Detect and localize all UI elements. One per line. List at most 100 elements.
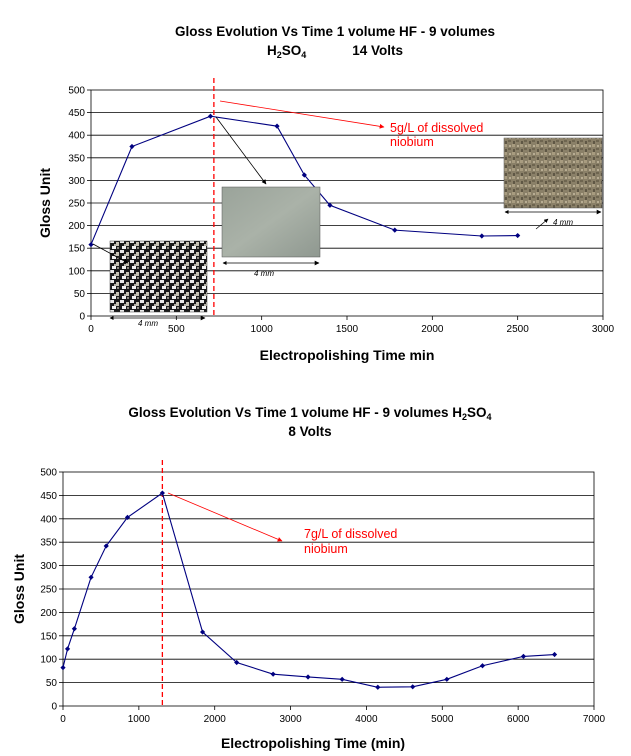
annotation-2-line-1: 7g/L of dissolved bbox=[304, 527, 397, 541]
y-tick-label: 350 bbox=[68, 153, 85, 164]
pointer-arrow-peak bbox=[215, 116, 267, 185]
data-point bbox=[375, 684, 381, 690]
y-tick-label: 250 bbox=[40, 585, 57, 596]
data-point bbox=[410, 684, 416, 690]
x-tick-label: 1000 bbox=[128, 714, 151, 725]
x-tick-label: 1000 bbox=[251, 324, 274, 335]
chart-1-y-tick-labels: 0 50 100 150 200 250 300 350 400 450 500 bbox=[68, 86, 91, 323]
y-tick-label: 0 bbox=[51, 702, 57, 713]
y-tick-label: 150 bbox=[68, 244, 85, 255]
annotation-1-line-1: 5g/L of dissolved bbox=[390, 121, 483, 135]
y-tick-label: 50 bbox=[46, 678, 58, 689]
chart-2-series bbox=[60, 490, 558, 690]
y-tick-label: 100 bbox=[40, 655, 57, 666]
chart-2-gridlines bbox=[63, 494, 594, 683]
data-point bbox=[129, 143, 135, 150]
x-tick-label: 4000 bbox=[355, 714, 378, 725]
y-tick-label: 500 bbox=[68, 86, 85, 97]
pointer-arrow-start bbox=[92, 243, 129, 264]
y-tick-label: 350 bbox=[40, 538, 57, 549]
scale-bar-2-label: 4 mm bbox=[254, 269, 274, 278]
y-tick-label: 200 bbox=[40, 608, 57, 619]
x-tick-label: 1500 bbox=[336, 324, 359, 335]
x-tick-label: 0 bbox=[88, 324, 94, 335]
data-point bbox=[71, 626, 77, 632]
scale-bar-3-pointer bbox=[535, 218, 549, 230]
y-tick-label: 50 bbox=[74, 289, 86, 300]
data-point bbox=[479, 663, 486, 669]
data-point bbox=[88, 574, 94, 580]
micrograph-late-stage bbox=[503, 137, 603, 209]
x-tick-label: 2000 bbox=[421, 324, 444, 335]
chart-1-x-axis-label: Electropolishing Time min bbox=[260, 347, 435, 363]
chart-1-y-axis-label: Gloss Unit bbox=[37, 168, 53, 238]
y-tick-label: 150 bbox=[40, 631, 57, 642]
y-tick-label: 0 bbox=[79, 312, 85, 323]
scale-bar-3: 4 mm bbox=[504, 209, 602, 230]
annotation-1-line-2: niobium bbox=[390, 135, 434, 149]
data-point bbox=[301, 172, 307, 178]
data-point bbox=[207, 113, 214, 119]
data-point bbox=[88, 241, 94, 248]
scale-bar-1: 4 mm bbox=[109, 315, 206, 328]
y-tick-label: 250 bbox=[68, 199, 85, 210]
chart-2-x-tick-labels: 0 1000 2000 3000 4000 5000 6000 7000 bbox=[60, 706, 606, 725]
chart-2: Gloss Evolution Vs Time 1 volume HF - 9 … bbox=[11, 405, 606, 751]
y-tick-label: 400 bbox=[40, 514, 57, 525]
micrograph-rough-grains bbox=[109, 240, 208, 313]
chart-2-title-line-1: Gloss Evolution Vs Time 1 volume HF - 9 … bbox=[128, 405, 491, 422]
data-point bbox=[124, 514, 131, 520]
scale-bar-3-label: 4 mm bbox=[553, 218, 573, 227]
data-point bbox=[274, 123, 280, 129]
data-point bbox=[327, 202, 333, 208]
x-tick-label: 3000 bbox=[592, 324, 615, 335]
y-tick-label: 450 bbox=[40, 491, 57, 502]
x-tick-label: 0 bbox=[60, 714, 66, 725]
y-tick-label: 500 bbox=[40, 468, 57, 479]
chart-1: Gloss Evolution Vs Time 1 volume HF - 9 … bbox=[37, 24, 615, 363]
y-tick-label: 300 bbox=[40, 561, 57, 572]
data-point bbox=[270, 671, 276, 677]
chart-1-series bbox=[88, 113, 521, 248]
y-tick-label: 300 bbox=[68, 176, 85, 187]
annotation-arrow-2 bbox=[167, 492, 283, 542]
annotation-arrow-1 bbox=[219, 100, 385, 129]
x-tick-label: 7000 bbox=[583, 714, 606, 725]
data-point bbox=[234, 659, 240, 666]
data-point bbox=[60, 665, 66, 671]
x-tick-label: 2500 bbox=[507, 324, 530, 335]
x-tick-label: 500 bbox=[168, 324, 185, 335]
y-tick-label: 450 bbox=[68, 108, 85, 119]
scale-bar-1-label: 4 mm bbox=[138, 319, 158, 328]
chart-1-title-line-1: Gloss Evolution Vs Time 1 volume HF - 9 … bbox=[175, 24, 495, 39]
data-point bbox=[515, 232, 521, 239]
chart-1-title-line-2: H2SO4 14 Volts bbox=[267, 43, 403, 60]
chart-2-title-line-2: 8 Volts bbox=[288, 424, 331, 439]
x-tick-label: 2000 bbox=[204, 714, 227, 725]
chart-2-x-axis-label: Electropolishing Time (min) bbox=[221, 735, 405, 751]
data-point bbox=[64, 646, 71, 652]
micrograph-smooth-surface bbox=[221, 186, 321, 258]
data-point bbox=[520, 653, 527, 659]
data-point bbox=[444, 676, 450, 682]
x-tick-label: 5000 bbox=[431, 714, 454, 725]
x-tick-label: 3000 bbox=[279, 714, 302, 725]
series-line bbox=[62, 492, 555, 688]
data-point bbox=[199, 629, 206, 635]
data-point bbox=[339, 676, 345, 682]
data-point bbox=[305, 674, 311, 680]
annotation-2-line-2: niobium bbox=[304, 542, 348, 556]
chart-1-x-tick-labels: 0 500 1000 1500 2000 2500 3000 bbox=[88, 316, 615, 335]
y-tick-label: 100 bbox=[68, 266, 85, 277]
y-tick-label: 200 bbox=[68, 221, 85, 232]
data-point bbox=[103, 543, 109, 549]
data-point bbox=[551, 651, 558, 658]
scale-bar-2: 4 mm bbox=[222, 260, 320, 278]
x-tick-label: 6000 bbox=[507, 714, 530, 725]
chart-2-y-axis-label: Gloss Unit bbox=[11, 554, 27, 624]
data-point bbox=[392, 227, 398, 233]
y-tick-label: 400 bbox=[68, 131, 85, 142]
data-point bbox=[159, 490, 165, 496]
data-point bbox=[479, 233, 485, 239]
